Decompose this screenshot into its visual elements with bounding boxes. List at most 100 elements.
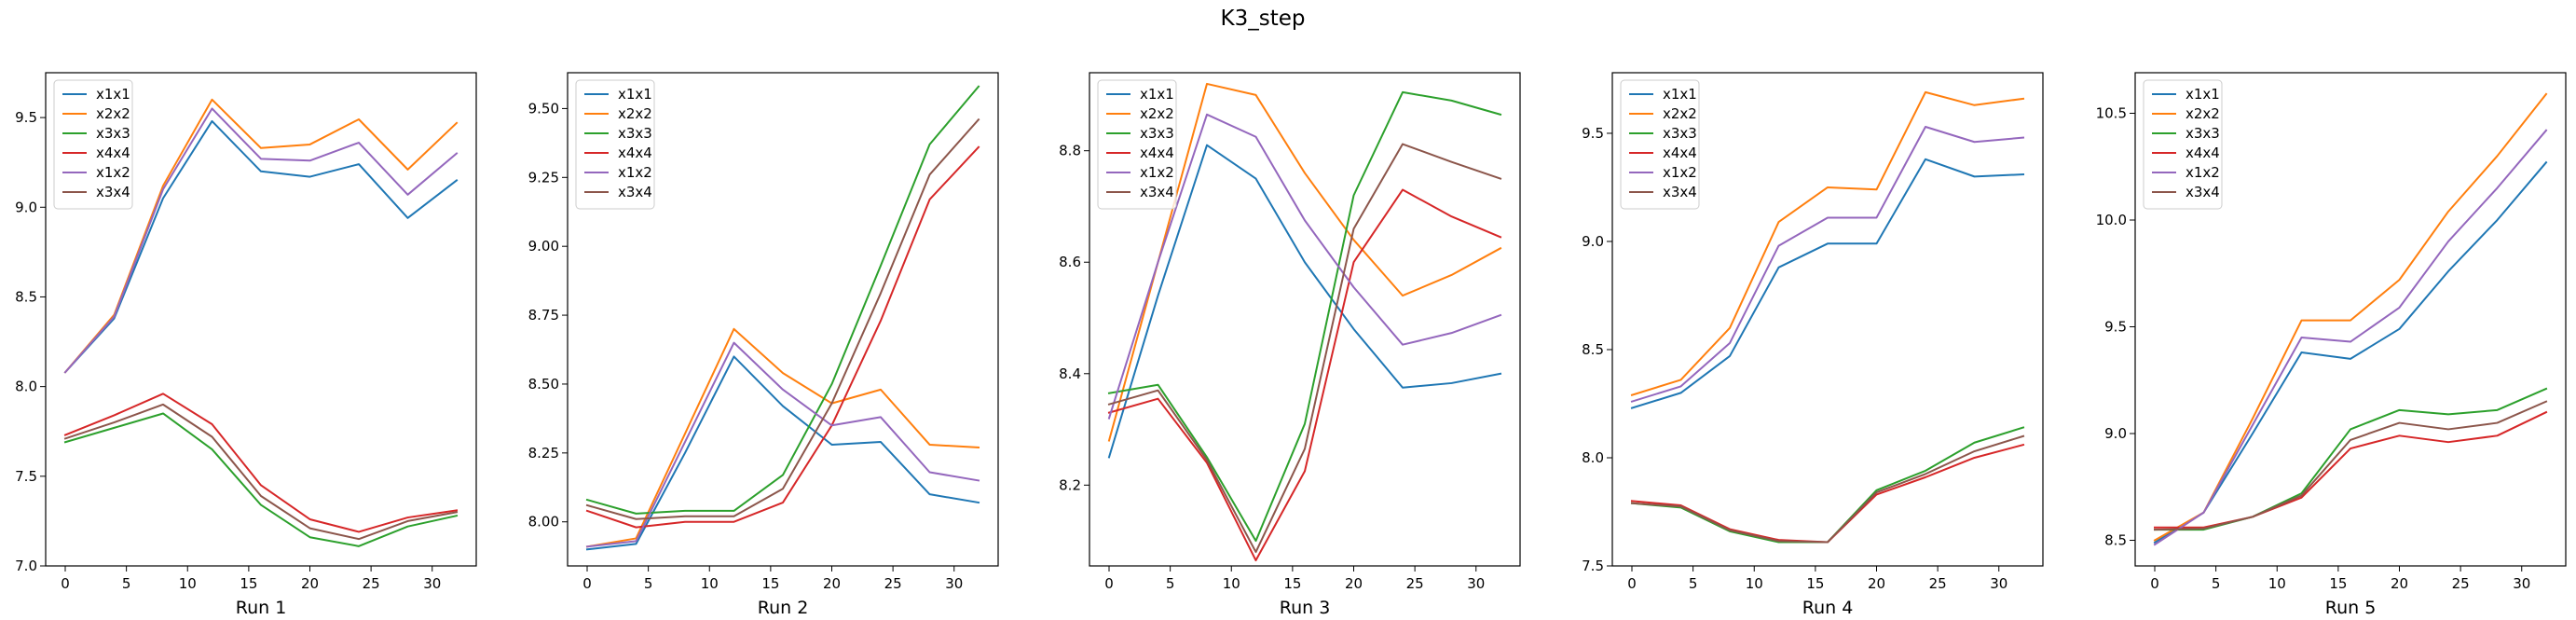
axes-frame	[1611, 72, 2044, 567]
legend-label: x3x3	[1663, 125, 1697, 142]
series-line-x3x4	[1630, 434, 2025, 544]
y-tick-label: 9.0	[15, 199, 37, 215]
x-tick-label: 30	[1467, 575, 1485, 592]
legend-label: x1x2	[2185, 164, 2220, 181]
legend-label: x1x2	[96, 164, 130, 181]
x-tick-label: 15	[1806, 575, 1824, 592]
x-tick-label: 25	[1929, 575, 1947, 592]
legend-label: x3x3	[618, 125, 652, 142]
y-tick-label: 9.5	[2104, 319, 2127, 336]
y-tick-label: 7.5	[15, 468, 37, 485]
legend-label: x3x4	[1140, 184, 1174, 200]
series-line-x3x3	[585, 85, 980, 515]
legend-label: x3x3	[96, 125, 130, 142]
x-tick-label: 20	[2391, 575, 2408, 592]
y-tick-label: 8.2	[1059, 476, 1081, 493]
y-tick-label: 8.75	[528, 307, 559, 324]
y-tick-label: 9.00	[528, 238, 559, 255]
legend-label: x1x2	[1663, 164, 1697, 181]
legend: x1x1 x2x2 x3x3 x4x4 x1x2 x3x4	[1097, 79, 1177, 210]
legend-label: x1x1	[1140, 86, 1174, 103]
x-tick-label: 0	[2150, 575, 2159, 592]
x-tick-label: 20	[823, 575, 841, 592]
subplot-2: 0 5 10 15 20 25 30 8.00 8.25 8.50 8.75 9.00 9.25 9.50…	[528, 72, 999, 618]
x-axis-label: Run 3	[1280, 598, 1331, 618]
y-tick-label: 8.25	[528, 445, 559, 462]
subplot-5: 0 5 10 15 20 25 30 8.5 9.0 9.5 10.0 10.5 Run 5 x1x1 x2…	[2096, 72, 2567, 618]
x-tick-label: 20	[1345, 575, 1363, 592]
x-tick-label: 30	[2513, 575, 2530, 592]
legend-label: x4x4	[1140, 145, 1174, 161]
series-line-x3x3	[1107, 90, 1502, 543]
x-tick-label: 15	[240, 575, 257, 592]
x-tick-label: 30	[1990, 575, 2007, 592]
legend-box	[53, 79, 133, 210]
x-tick-label: 5	[1166, 575, 1175, 592]
x-axis-label: Run 4	[1802, 598, 1854, 618]
axes-frame	[567, 72, 999, 567]
legend-label: x3x4	[618, 184, 652, 200]
x-tick-label: 10	[2268, 575, 2286, 592]
x-tick-label: 15	[2329, 575, 2347, 592]
series-line-x3x3	[63, 412, 459, 547]
legend-label: x2x2	[96, 105, 130, 122]
legend-label: x1x1	[96, 86, 130, 103]
legend-label: x3x4	[1663, 184, 1697, 200]
legend-label: x1x2	[1140, 164, 1174, 181]
series-line-x3x4	[585, 117, 980, 520]
x-tick-label: 25	[884, 575, 902, 592]
legend: x1x1 x2x2 x3x3 x4x4 x1x2 x3x4	[53, 79, 133, 210]
legend-label: x4x4	[1663, 145, 1697, 161]
y-tick-label: 9.5	[15, 109, 37, 126]
legend-label: x1x2	[618, 164, 652, 181]
y-tick-label: 9.25	[528, 169, 559, 186]
x-tick-label: 20	[1868, 575, 1885, 592]
y-tick-label: 7.0	[15, 558, 37, 574]
legend-label: x2x2	[1140, 105, 1174, 122]
y-tick-label: 8.0	[1582, 449, 1604, 466]
legend-label: x4x4	[2185, 145, 2220, 161]
series-line-x3x4	[2153, 400, 2548, 531]
x-tick-label: 0	[582, 575, 592, 592]
legend-label: x1x1	[2185, 86, 2220, 103]
series-line-x1x1	[63, 119, 459, 374]
legend-box	[575, 79, 655, 210]
legend-label: x1x1	[1663, 86, 1697, 103]
y-tick-label: 9.50	[528, 100, 559, 117]
legend-label: x4x4	[618, 145, 652, 161]
axes-frame	[1089, 72, 1521, 567]
series-line-x1x2	[585, 341, 980, 548]
y-tick-label: 8.6	[1059, 254, 1081, 270]
y-tick-label: 10.5	[2096, 105, 2127, 122]
legend-label: x2x2	[2185, 105, 2220, 122]
x-axis-label: Run 5	[2325, 598, 2377, 618]
y-tick-label: 8.8	[1059, 143, 1081, 159]
y-tick-label: 8.5	[2104, 532, 2127, 549]
y-tick-label: 7.5	[1582, 558, 1604, 574]
x-tick-label: 15	[1283, 575, 1301, 592]
y-tick-label: 8.0	[15, 379, 37, 395]
x-tick-label: 25	[363, 575, 380, 592]
series-line-x1x1	[1107, 144, 1502, 459]
series-line-x4x4	[1107, 188, 1502, 562]
legend-box	[1097, 79, 1177, 210]
x-tick-label: 0	[61, 575, 70, 592]
x-tick-label: 15	[761, 575, 779, 592]
x-tick-label: 25	[2452, 575, 2470, 592]
x-tick-label: 5	[1689, 575, 1698, 592]
x-tick-label: 10	[1223, 575, 1240, 592]
legend: x1x1 x2x2 x3x3 x4x4 x1x2 x3x4	[2143, 79, 2223, 210]
legend-label: x2x2	[618, 105, 652, 122]
x-tick-label: 10	[179, 575, 197, 592]
series-line-x4x4	[585, 145, 980, 529]
y-tick-label: 8.5	[1582, 341, 1604, 358]
subplot-4: 0 5 10 15 20 25 30 7.5 8.0 8.5 9.0 9.5 Run 4 x1x1 x2x2…	[1582, 72, 2044, 618]
x-tick-label: 30	[945, 575, 963, 592]
legend: x1x1 x2x2 x3x3 x4x4 x1x2 x3x4	[575, 79, 655, 210]
series-line-x4x4	[63, 393, 459, 533]
x-tick-label: 5	[122, 575, 131, 592]
legend-label: x3x3	[1140, 125, 1174, 142]
legend-label: x3x4	[2185, 184, 2220, 200]
